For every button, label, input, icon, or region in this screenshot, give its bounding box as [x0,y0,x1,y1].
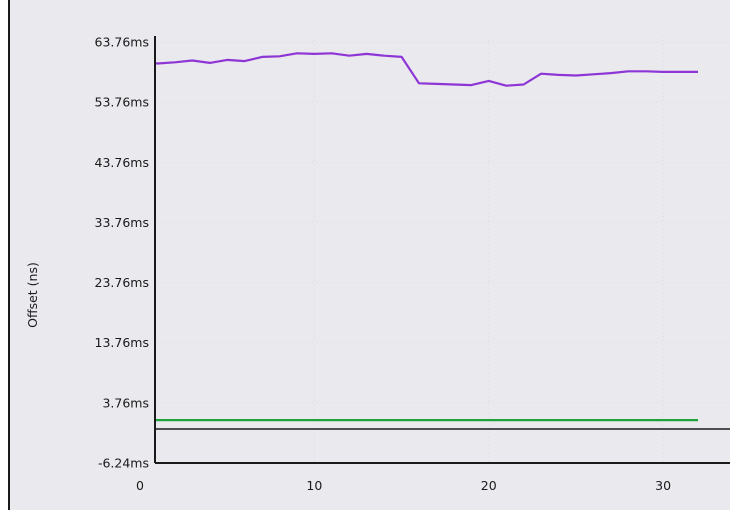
series-layer [156,52,698,422]
y-tick-label: 63.76ms [95,35,149,50]
tick-labels: -6.24ms 3.76ms 13.76ms 23.76ms 33.76ms 43.76m… [95,35,672,493]
y-axis-title: Offset (ns) [25,262,40,328]
y-tick-label: 43.76ms [95,155,149,170]
y-tick-label: 23.76ms [95,275,149,290]
grid [156,36,730,464]
x-tick-label: 10 [306,478,322,493]
series-line-0 [156,52,698,87]
y-tick-label: 3.76ms [102,395,149,410]
x-tick-label: 30 [655,478,671,493]
y-tick-label: 53.76ms [95,95,149,110]
y-tick-label: 13.76ms [95,335,149,350]
x-tick-label: 0 [136,478,144,493]
x-tick-label: 20 [481,478,497,493]
y-tick-label: -6.24ms [98,456,149,471]
plot-area [8,0,730,510]
y-tick-label: 33.76ms [95,215,149,230]
